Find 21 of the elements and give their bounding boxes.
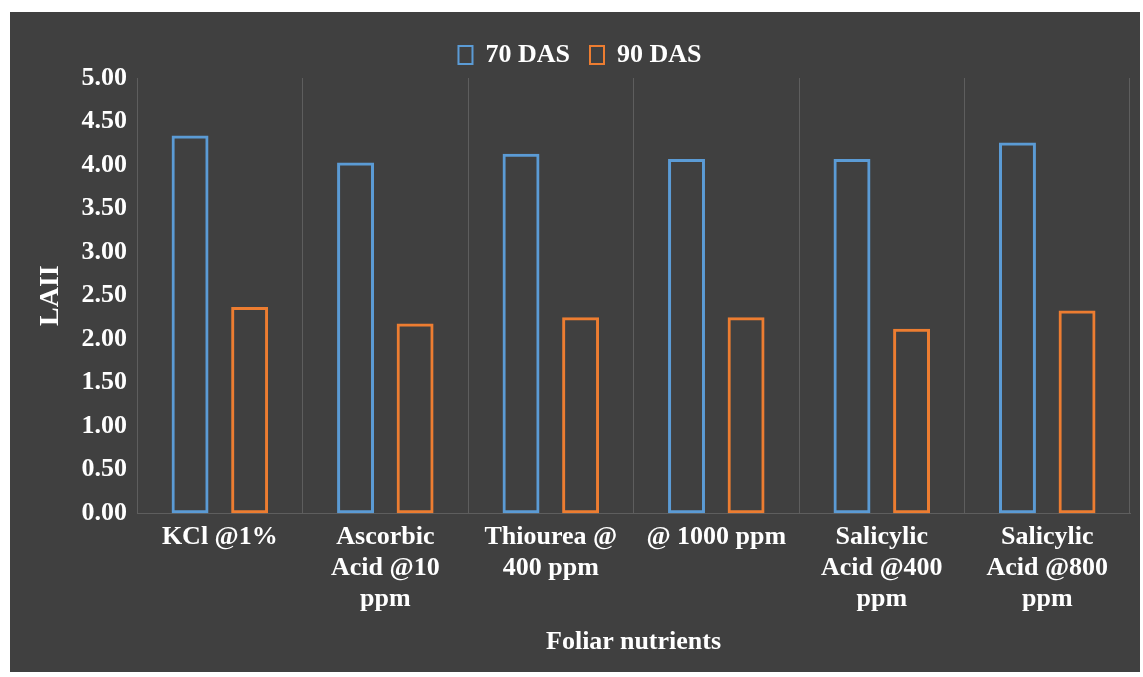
y-tick-label: 1.00: [81, 409, 128, 439]
x-tick-label: KCl @1%: [161, 520, 278, 550]
x-tick-label: Salicylic Acid @800 ppm: [986, 520, 1109, 612]
x-tick-label: Ascorbic Acid @10 ppm: [330, 520, 440, 612]
y-axis-title: LAII: [33, 265, 65, 326]
y-tick-label: 5.00: [81, 61, 128, 91]
x-tick-label: @ 1000 ppm: [646, 520, 787, 550]
y-tick-label: 2.50: [81, 279, 128, 309]
x-tick-label: Salicylic Acid @400 ppm: [820, 520, 943, 612]
legend-label: 90 DAS: [617, 38, 702, 68]
y-tick-label: 3.50: [81, 192, 128, 222]
y-tick-label: 2.00: [81, 322, 128, 352]
y-tick-label: 4.50: [81, 105, 128, 135]
legend-label: 70 DAS: [485, 38, 570, 68]
y-tick-label: 3.00: [81, 235, 128, 265]
y-tick-label: 0.50: [81, 453, 128, 483]
y-tick-label: 4.00: [81, 148, 128, 178]
y-tick-label: 0.00: [81, 496, 128, 526]
y-tick-label: 1.50: [81, 366, 128, 396]
x-axis-title: Foliar nutrients: [546, 626, 722, 656]
x-tick-label: Thiourea @ 400 ppm: [484, 520, 618, 581]
